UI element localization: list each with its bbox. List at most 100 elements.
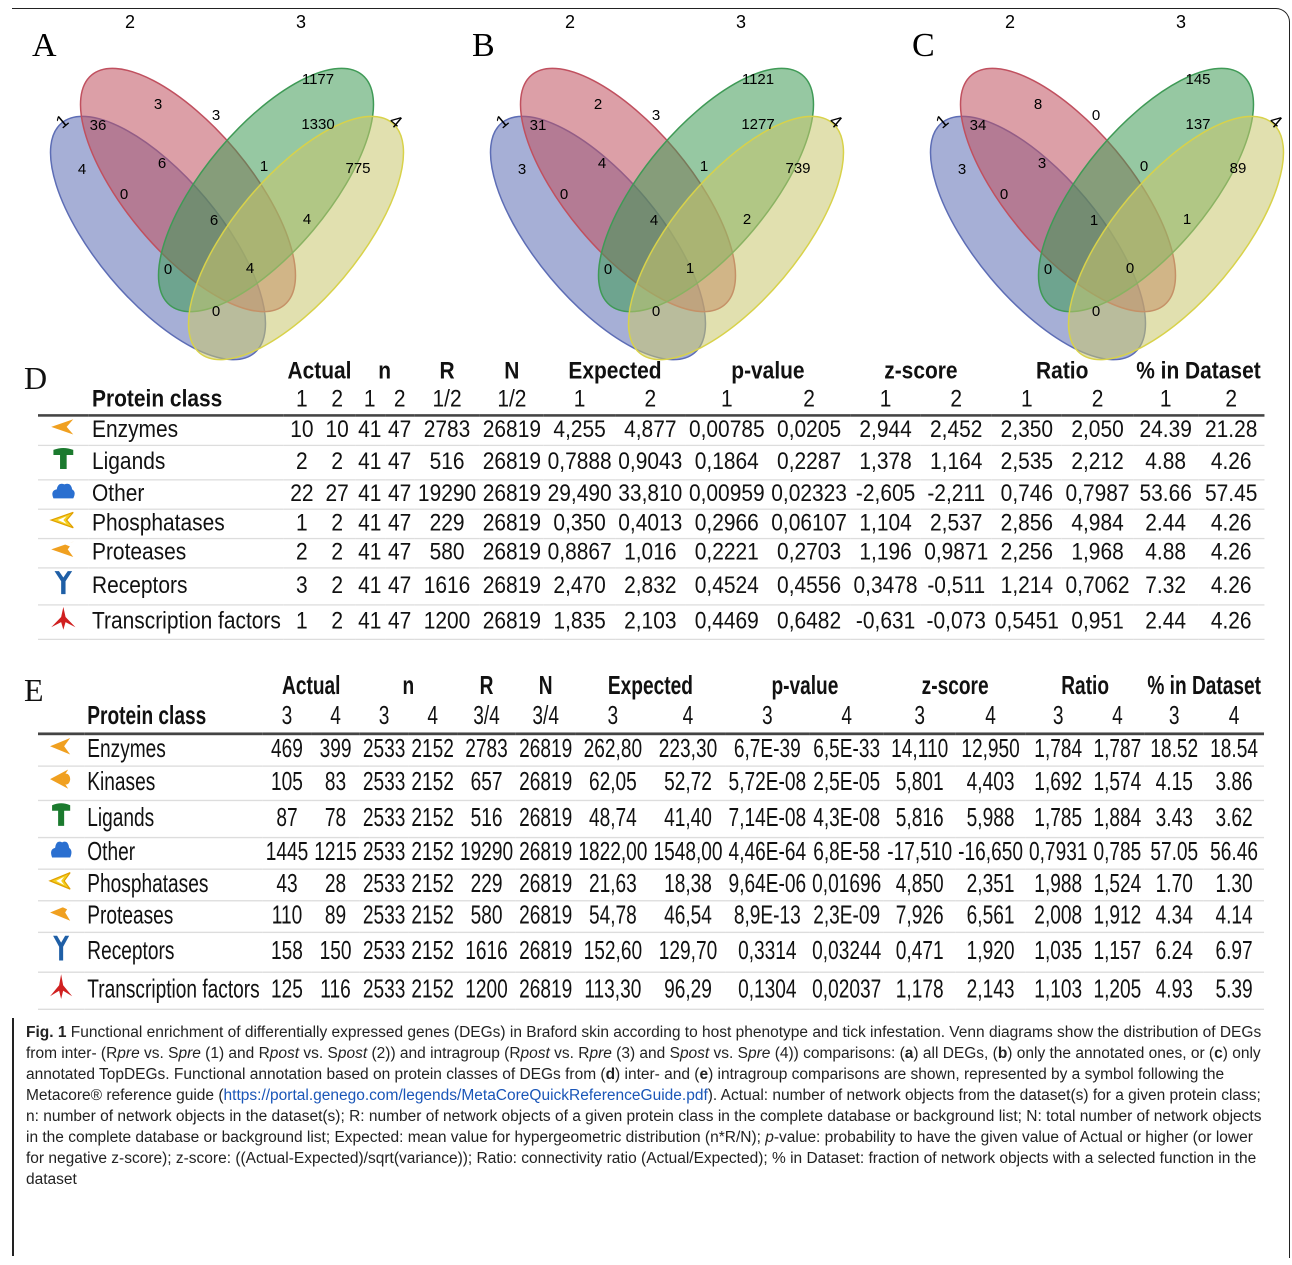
table-cell: 0,06107 xyxy=(771,509,847,537)
sub-header: 3 xyxy=(262,702,312,736)
table-cell: 0,2221 xyxy=(694,539,759,566)
table-cell: -2,605 xyxy=(855,480,916,508)
table-cell: 399 xyxy=(319,735,352,765)
table-cell: 4,850 xyxy=(895,869,944,899)
table-cell: 2783 xyxy=(465,735,508,765)
protein-class-name: Enzymes xyxy=(87,735,166,765)
table-cell: 47 xyxy=(388,608,412,635)
enrichment-table-e: Actual n R N Expected p-value z-score Ratio % in… xyxy=(38,672,1264,1010)
table-cell: 4,984 xyxy=(1071,509,1124,537)
table-cell: 0,785 xyxy=(1093,838,1142,868)
table-cell: 57.05 xyxy=(1150,838,1199,868)
table-cell: 0,1304 xyxy=(738,975,797,1005)
table-cell: 4.88 xyxy=(1145,539,1187,566)
table-cell: 8,9E-13 xyxy=(733,901,801,931)
table-cell: 2,856 xyxy=(1000,509,1054,537)
table-cell: 0,3314 xyxy=(738,937,797,967)
venn-region-count: 6 xyxy=(158,155,166,172)
table-cell: 53.66 xyxy=(1139,480,1192,508)
venn-region-count: 3 xyxy=(652,107,660,124)
caption-rule xyxy=(12,1018,14,1256)
table-cell: 2,256 xyxy=(1000,539,1054,566)
protein-class-name: Enzymes xyxy=(91,416,179,444)
table-row: Receptors 158 150 2533 2152 1616 26819 152,60 12… xyxy=(38,932,1264,973)
caption-text: vs. S xyxy=(139,1045,179,1062)
table-cell: 27 xyxy=(325,480,349,508)
table-cell: 1,157 xyxy=(1093,937,1142,967)
table-cell: 0,7888 xyxy=(547,448,612,476)
table-cell: 113,30 xyxy=(584,975,642,1005)
reference-guide-link[interactable]: https://portal.genego.com/legends/MetaCo… xyxy=(223,1087,708,1104)
venn-region-count: 1121 xyxy=(742,71,774,88)
table-cell: -0,073 xyxy=(926,608,986,635)
caption-italic: post xyxy=(269,1045,300,1062)
table-cell: 41,40 xyxy=(664,803,712,833)
table-cell: 2152 xyxy=(411,838,454,868)
protease-icon xyxy=(38,539,89,568)
table-cell: 26819 xyxy=(482,416,542,444)
venn-region-count: 0 xyxy=(1092,303,1100,320)
table-cell: 580 xyxy=(470,901,503,931)
venn-panel-c: C 1 2 3 4 3 8 145 89 34 0 137 0 1 0 3 0 0 1 0 xyxy=(898,8,1292,361)
table-cell: 6.97 xyxy=(1215,937,1253,967)
caption-italic: post xyxy=(520,1045,550,1062)
enzyme-icon xyxy=(38,734,84,766)
venn-region-count: 4 xyxy=(303,211,311,228)
venn-region-count: 739 xyxy=(785,160,810,177)
group-header: z-score xyxy=(921,672,989,701)
table-cell: 5,988 xyxy=(966,803,1015,833)
protein-class-name: Receptors xyxy=(91,572,188,600)
table-cell: 229 xyxy=(429,509,465,537)
caption-italic: pre xyxy=(589,1045,612,1062)
table-cell: 6,5E-33 xyxy=(813,735,881,765)
table-cell: 2152 xyxy=(411,937,454,967)
table-cell: 2,944 xyxy=(859,416,912,444)
caption-text: (1) and R xyxy=(200,1045,270,1062)
table-cell: 6,561 xyxy=(966,901,1015,931)
venn-region-count: 137 xyxy=(1185,116,1210,133)
table-cell: 26819 xyxy=(519,735,573,765)
venn-set4-ellipse xyxy=(1067,115,1285,361)
sub-header: 3/4 xyxy=(456,702,517,736)
table-cell: 2 xyxy=(331,448,343,476)
table-cell: 1,785 xyxy=(1034,803,1083,833)
table-cell: 0,6482 xyxy=(777,608,842,635)
table-cell: 5,72E-08 xyxy=(728,768,807,798)
table-cell: 56.46 xyxy=(1210,838,1258,868)
venn-region-count: 3 xyxy=(212,107,220,124)
group-header: Ratio xyxy=(1061,672,1110,701)
table-cell: 4.26 xyxy=(1210,448,1252,476)
table-cell: 1445 xyxy=(265,838,309,868)
table-cell: 2 xyxy=(296,539,308,566)
table-cell: 4.26 xyxy=(1210,539,1252,566)
table-row: Proteases 110 89 2533 2152 580 26819 54,78 46,54… xyxy=(38,901,1264,933)
table-cell: 516 xyxy=(470,803,503,833)
transcription-factor-icon xyxy=(38,605,89,639)
group-header: R xyxy=(439,358,455,385)
table-cell: 3.62 xyxy=(1215,803,1253,833)
panel-letter-e: E xyxy=(24,672,44,708)
caption-text: ) only annotated TopDEGs. Functional ann… xyxy=(26,1045,1261,1083)
table-cell: 26819 xyxy=(519,768,573,798)
group-header: Ratio xyxy=(1036,358,1089,385)
protein-class-name: Phosphatases xyxy=(87,869,209,899)
table-cell: 2,470 xyxy=(553,572,606,600)
table-cell: 1200 xyxy=(465,975,508,1005)
caption-text: (3) and S xyxy=(611,1045,680,1062)
table-cell: 4.26 xyxy=(1210,572,1252,600)
table-cell: 12,950 xyxy=(961,735,1020,765)
table-cell: 1,016 xyxy=(624,539,677,566)
table-cell: 1,912 xyxy=(1093,901,1142,931)
table-cell: 26819 xyxy=(482,448,542,476)
venn-region-count: 1 xyxy=(1183,211,1191,228)
table-cell: 26819 xyxy=(519,937,573,967)
caption-bold: b xyxy=(997,1045,1008,1062)
table-cell: 2152 xyxy=(411,803,454,833)
table-cell: 0,2287 xyxy=(777,448,842,476)
table-cell: 0,746 xyxy=(1000,480,1054,508)
table-cell: 2,350 xyxy=(1000,416,1054,444)
table-cell: 0,471 xyxy=(895,937,944,967)
protein-class-header: Protein class xyxy=(88,386,285,417)
table-cell: 78 xyxy=(324,803,347,833)
